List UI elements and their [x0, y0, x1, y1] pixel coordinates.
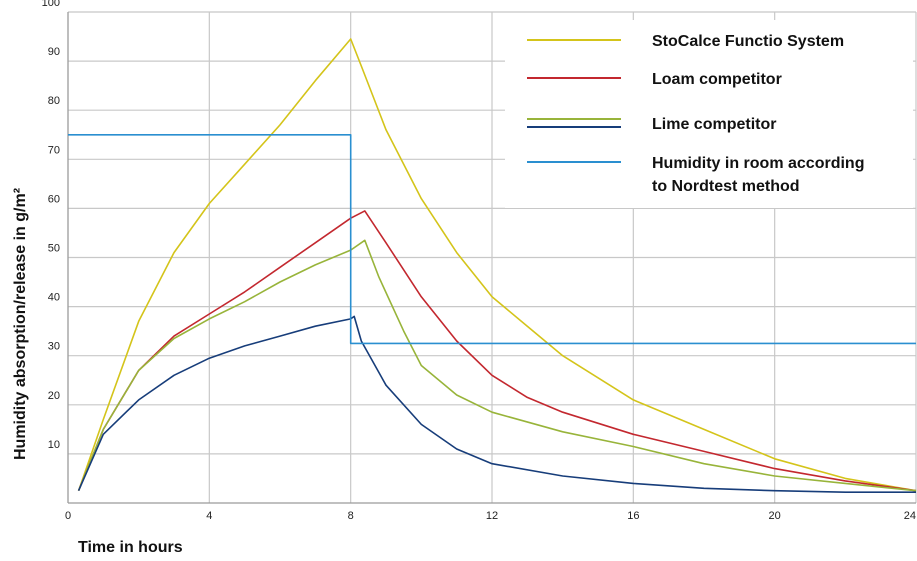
y-tick-label: 20 — [48, 390, 60, 402]
x-tick-label: 24 — [904, 510, 916, 522]
x-tick-label: 16 — [627, 510, 639, 522]
y-tick-label: 90 — [48, 46, 60, 58]
legend-label: Humidity in room according — [652, 155, 864, 172]
x-tick-label: 0 — [65, 510, 71, 522]
y-tick-label: 100 — [42, 0, 60, 9]
legend-label-line2: to Nordtest method — [652, 178, 800, 195]
x-axis-title: Time in hours — [78, 539, 183, 556]
legend-label: StoCalce Functio System — [652, 33, 844, 50]
y-tick-label: 60 — [48, 193, 60, 205]
y-tick-label: 10 — [48, 439, 60, 451]
series-lines — [68, 38, 917, 493]
legend-box — [505, 20, 913, 208]
series-line-1 — [77, 210, 917, 492]
y-axis-ticks: 10 20 30 40 50 60 70 80 90 100 — [42, 0, 60, 451]
y-tick-label: 70 — [48, 144, 60, 156]
legend-label: Loam competitor — [652, 71, 782, 88]
y-axis-title: Humidity absorption/release in g/m² — [12, 188, 29, 460]
series-line-2 — [77, 239, 917, 492]
series-line-0 — [77, 38, 917, 492]
legend-background — [505, 20, 913, 208]
y-tick-label: 40 — [48, 292, 60, 304]
x-tick-label: 20 — [769, 510, 781, 522]
series-line-4 — [68, 134, 916, 345]
y-tick-label: 50 — [48, 243, 60, 255]
legend-label: Lime competitor — [652, 116, 776, 133]
x-tick-label: 4 — [206, 510, 212, 522]
legend: StoCalce Functio System Loam competitor Li… — [527, 33, 864, 195]
series-line-3 — [77, 315, 916, 493]
y-tick-label: 80 — [48, 95, 60, 107]
x-tick-label: 12 — [486, 510, 498, 522]
y-tick-label: 30 — [48, 341, 60, 353]
x-tick-label: 8 — [348, 510, 354, 522]
x-axis-ticks: 0 4 8 12 16 20 24 — [65, 510, 916, 522]
